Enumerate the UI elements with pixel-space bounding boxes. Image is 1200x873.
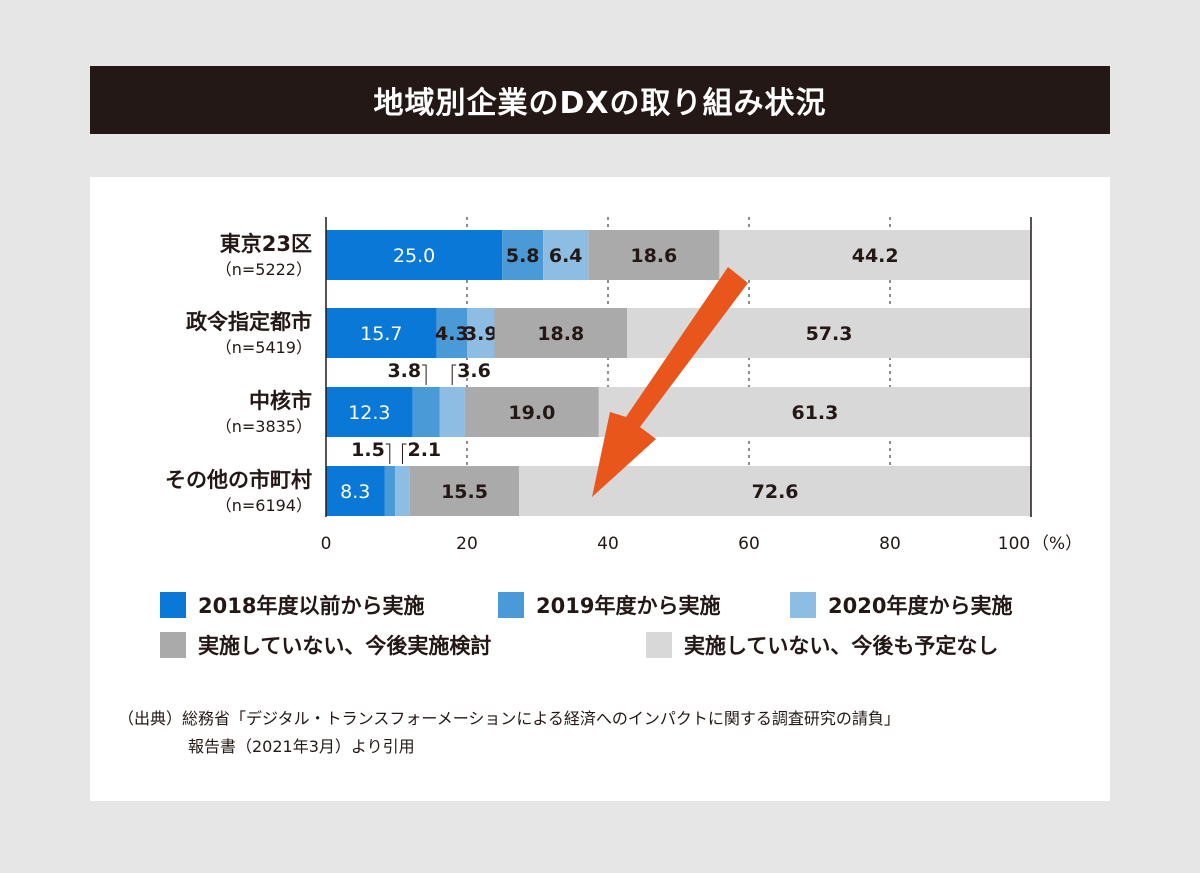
bar-segment-2-3 [464, 387, 599, 437]
bar-segment-0-3 [588, 230, 720, 280]
bar-segment-0-2 [543, 230, 589, 280]
category-n-3: （n=6194） [216, 496, 312, 515]
category-n-2: （n=3835） [216, 417, 312, 436]
legend-item-1: 2019年度から実施 [498, 590, 720, 620]
data-label-1-4: 57.3 [806, 323, 853, 345]
data-label-0-1: 5.8 [506, 245, 540, 267]
chart-panel: 25.0 5.8 6.4 18.6 44.2 東京23区 （n=5222） 15.7 4.3 3.… [90, 177, 1110, 801]
bar-segment-3-3 [409, 466, 520, 516]
callout-leader-2-2 [451, 364, 457, 385]
bar-segment-2-1 [412, 387, 440, 437]
data-label-1-3: 18.8 [537, 323, 584, 345]
data-label-0-4: 44.2 [852, 245, 899, 267]
x-tick-label-60: 60 [738, 534, 760, 554]
data-label-0-3: 18.6 [630, 245, 677, 267]
bar-segment-3-2 [395, 466, 410, 516]
source-note: （出典）総務省「デジタル・トランスフォーメーションによる経済へのインパクトに関す… [118, 705, 1098, 761]
data-label-0-2: 6.4 [549, 245, 583, 267]
data-label-2-4: 61.3 [791, 402, 838, 424]
data-label-2-0: 12.3 [348, 402, 390, 424]
legend-swatch-0 [160, 592, 186, 618]
callout-label-2-2: 3.6 [457, 360, 491, 382]
bar-segment-1-3 [494, 308, 628, 358]
data-label-1-0: 15.7 [360, 323, 402, 345]
category-n-1: （n=5419） [216, 338, 312, 357]
bar-segment-2-4 [598, 387, 1031, 437]
source-line-1: （出典）総務省「デジタル・トランスフォーメーションによる経済へのインパクトに関す… [118, 709, 900, 728]
category-label-2: 中核市 [249, 389, 312, 413]
x-tick-label-40: 40 [597, 534, 619, 554]
bar-segment-1-0 [326, 308, 437, 358]
category-label-1: 政令指定都市 [186, 310, 312, 334]
legend-swatch-4 [646, 632, 672, 658]
legend-swatch-2 [790, 592, 816, 618]
bar-segment-2-0 [326, 387, 413, 437]
callout-leader-2-1 [422, 364, 427, 385]
x-tick-label-0: 0 [321, 534, 332, 554]
source-line-2: 報告書（2021年3月）より引用 [188, 737, 415, 756]
bar-segment-2-2 [439, 387, 465, 437]
legend-item-3: 実施していない、今後実施検討 [160, 630, 491, 660]
callout-label-3-2: 2.1 [407, 439, 441, 461]
category-n-0: （n=5222） [216, 260, 312, 279]
x-tick-label-80: 80 [879, 534, 901, 554]
x-tick-label-20: 20 [456, 534, 478, 554]
chart-title: 地域別企業のDXの取り組み状況 [90, 66, 1110, 134]
data-label-2-3: 19.0 [508, 402, 555, 424]
bar-segment-1-1 [436, 308, 467, 358]
legend-item-4: 実施していない、今後も予定なし [646, 630, 998, 660]
bar-segment-3-0 [326, 466, 385, 516]
callout-leader-3-2 [401, 443, 407, 464]
legend-item-0: 2018年度以前から実施 [160, 590, 424, 620]
callout-label-2-1: 3.8 [387, 360, 421, 382]
callout-label-3-1: 1.5 [351, 439, 385, 461]
bar-segment-3-1 [384, 466, 396, 516]
legend-label-2: 2020年度から実施 [828, 594, 1013, 618]
legend-item-2: 2020年度から実施 [790, 590, 1012, 620]
x-tick-label-100: 100 [998, 534, 1030, 554]
bar-segment-0-4 [719, 230, 1031, 280]
category-label-3: その他の市町村 [165, 468, 312, 492]
x-unit-label: （%） [1032, 534, 1082, 554]
data-label-1-1: 4.3 [435, 323, 469, 345]
data-label-3-3: 15.5 [441, 481, 488, 503]
legend-label-1: 2019年度から実施 [536, 594, 721, 618]
legend-swatch-1 [498, 592, 524, 618]
category-label-0: 東京23区 [220, 232, 312, 256]
bar-segment-1-2 [467, 308, 495, 358]
legend-swatch-3 [160, 632, 186, 658]
legend-label-3: 実施していない、今後実施検討 [198, 634, 492, 658]
callout-leader-3-1 [385, 443, 391, 464]
trend-arrow-icon [592, 267, 748, 497]
data-label-1-2: 3.9 [464, 323, 498, 345]
bar-segment-0-1 [502, 230, 544, 280]
data-label-3-0: 8.3 [340, 481, 370, 503]
bar-segment-0-0 [326, 230, 503, 280]
data-label-3-4: 72.6 [752, 481, 799, 503]
data-label-0-0: 25.0 [393, 245, 435, 267]
legend-label-4: 実施していない、今後も予定なし [684, 634, 999, 658]
legend-label-0: 2018年度以前から実施 [198, 594, 425, 618]
